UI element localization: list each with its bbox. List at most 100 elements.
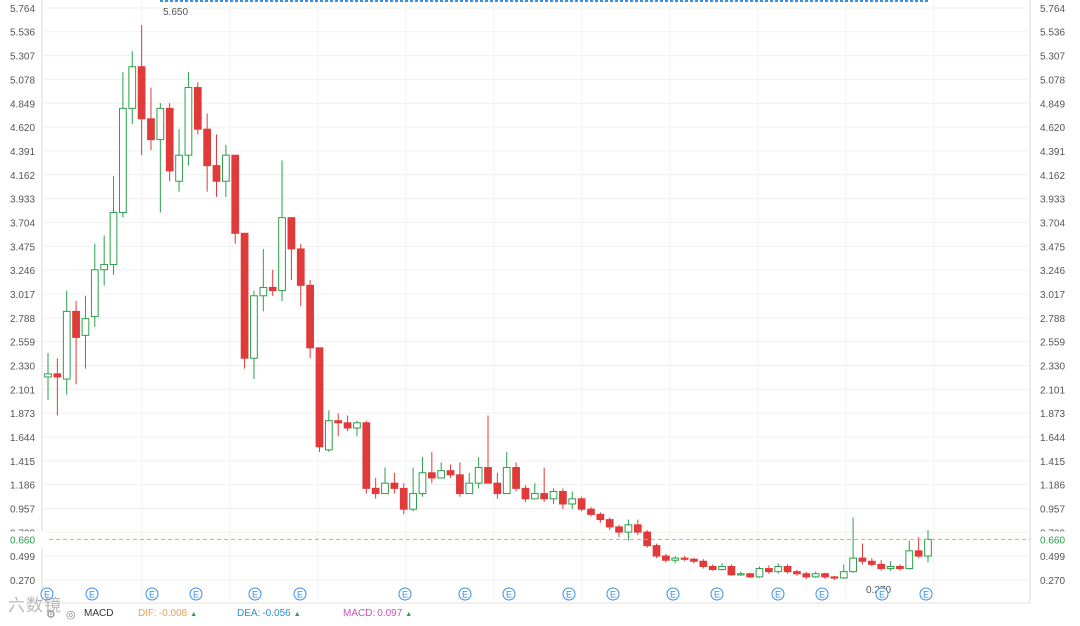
candle-down: [306, 284, 314, 349]
event-marker-icon: [606, 587, 620, 601]
event-marker-glyph: E: [879, 590, 885, 600]
y-tick-label-left: 4.391: [10, 147, 35, 158]
candle-down: [559, 491, 567, 505]
candle-down: [390, 482, 399, 489]
candle-down: [746, 573, 754, 578]
up-triangle-icon: ▲: [293, 611, 301, 618]
y-tick-label-left: 0.957: [10, 504, 35, 515]
event-marker-icon: [248, 587, 262, 601]
candle-up: [886, 565, 895, 570]
candle-down: [315, 347, 324, 448]
y-tick-label-left: 1.644: [10, 433, 35, 444]
candle-down: [783, 565, 792, 573]
candle-down: [399, 487, 408, 510]
candle-down: [662, 555, 670, 561]
candle-down: [240, 232, 249, 359]
event-marker-glyph: E: [506, 590, 512, 600]
current-price-tag-left: 0.660: [10, 535, 35, 546]
event-marker-icon: [771, 587, 785, 601]
event-marker-icon: [502, 587, 516, 601]
y-tick-label-left: 3.704: [10, 218, 35, 229]
candle-up: [474, 467, 483, 484]
candle-up: [671, 557, 680, 561]
y-tick-label-left: 1.873: [10, 409, 35, 420]
candle-up: [44, 373, 52, 378]
y-tick-label-right: 5.764: [1040, 4, 1065, 15]
settings-gear-icon[interactable]: ⚙: [46, 609, 56, 621]
y-tick-label-right: 5.536: [1040, 28, 1065, 39]
macd-value: 0.097: [377, 608, 403, 619]
event-marker-icon: [875, 587, 889, 601]
candle-down: [456, 474, 464, 495]
dea-value: -0.056: [262, 608, 291, 619]
candle-down: [268, 286, 277, 292]
candle-up: [353, 422, 361, 429]
event-marker-glyph: E: [819, 590, 825, 600]
candle-up: [839, 571, 848, 579]
candle-down: [877, 563, 886, 570]
candle-down: [727, 565, 736, 576]
candle-up: [418, 472, 427, 495]
y-tick-label-left: 3.017: [10, 290, 35, 301]
candle-up: [530, 493, 539, 500]
event-marker-icon: [85, 587, 99, 601]
event-marker-icon: [458, 587, 472, 601]
candle-down: [858, 557, 867, 562]
candle-down: [764, 568, 773, 573]
event-marker-icon: [145, 587, 159, 601]
candle-down: [371, 487, 380, 495]
y-axis: 5.764 5.764 5.536 5.536 5.307 5.307 5.078 5.078…: [10, 4, 1065, 587]
candle-down: [615, 526, 623, 533]
candle-up: [222, 154, 230, 182]
y-tick-label-right: 3.704: [1040, 218, 1065, 229]
candle-up: [128, 66, 137, 109]
indicator-toggle-icon[interactable]: ◎: [66, 609, 76, 621]
candle-down: [867, 560, 876, 565]
y-tick-label-right: 4.620: [1040, 123, 1065, 134]
macd-indicator: MACD: 0.097 ▲: [343, 608, 412, 619]
candle-up: [156, 107, 165, 141]
candle-down: [652, 545, 661, 557]
candle-up: [568, 498, 577, 505]
event-marker-glyph: E: [44, 590, 50, 600]
candle-down: [540, 493, 549, 500]
candle-down: [830, 576, 839, 579]
event-marker-icon: [815, 587, 829, 601]
candle-up: [184, 87, 193, 156]
dea-label: DEA:: [237, 608, 261, 619]
y-tick-label-left: 2.330: [10, 362, 35, 373]
candle-down: [633, 524, 642, 533]
candle-down: [484, 467, 492, 484]
event-marker-icon: [710, 587, 724, 601]
y-tick-label-left: 5.307: [10, 52, 35, 63]
candle-down: [212, 165, 221, 182]
event-marker-icon: [40, 587, 54, 601]
y-tick-label-left: 1.415: [10, 457, 35, 468]
candle-up: [250, 295, 258, 359]
candle-up: [924, 538, 932, 557]
event-marker-glyph: E: [193, 590, 199, 600]
y-tick-label-right: 4.162: [1040, 171, 1065, 182]
dif-value: -0.008: [158, 608, 188, 619]
candle-up: [324, 420, 333, 451]
candle-down: [147, 118, 155, 141]
candle-down: [896, 565, 904, 570]
candle-down: [165, 107, 174, 172]
event-marker-icon: [919, 587, 933, 601]
candle-up: [774, 565, 783, 573]
candle-up: [90, 269, 99, 318]
candle-up: [718, 565, 726, 571]
candle-up: [175, 154, 183, 182]
event-marker-glyph: E: [923, 590, 929, 600]
candle-down: [577, 498, 586, 510]
candle-down: [690, 558, 698, 562]
candle-up: [437, 470, 446, 479]
dif-indicator: DIF: -0.008 ▲: [138, 608, 197, 619]
y-tick-label-right: 1.415: [1040, 457, 1065, 468]
y-tick-label-left: 3.475: [10, 242, 35, 253]
candle-down: [231, 154, 240, 234]
y-tick-label-right: 3.246: [1040, 266, 1065, 277]
y-tick-label-right: 3.933: [1040, 195, 1065, 206]
y-tick-label-right: 1.873: [1040, 409, 1065, 420]
